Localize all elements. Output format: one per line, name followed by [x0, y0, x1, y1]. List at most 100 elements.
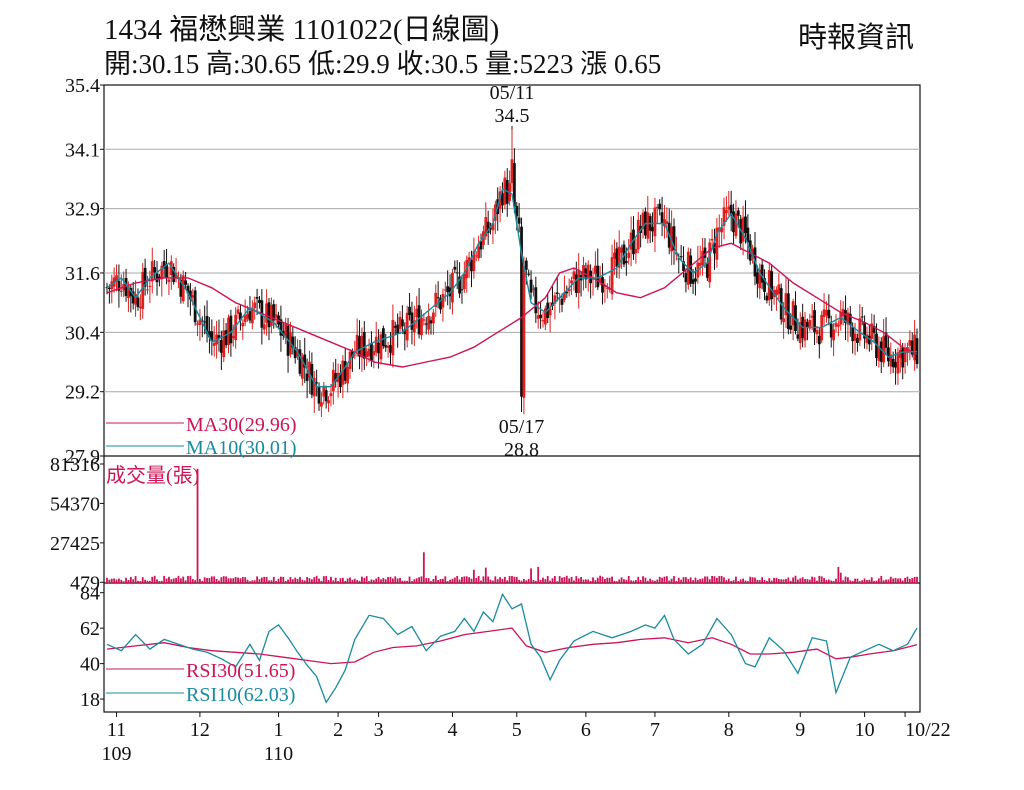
month-label: 10 [855, 719, 875, 741]
candle-body [431, 312, 435, 324]
volume-bar [327, 579, 330, 583]
volume-bar [713, 576, 716, 583]
candle-body [770, 271, 774, 300]
volume-bar [870, 577, 873, 583]
candle-body [608, 288, 612, 290]
candle-body [632, 229, 635, 255]
candle-body [217, 335, 221, 339]
volume-bar [501, 578, 504, 583]
volume-bar [623, 579, 625, 583]
volume-bar [344, 580, 347, 583]
candle-body [524, 260, 528, 270]
candle-body [320, 402, 323, 407]
volume-bar [615, 581, 618, 583]
candle-body [634, 248, 638, 254]
volume-bar [427, 578, 430, 583]
volume-bar [613, 580, 616, 583]
volume-bar [839, 572, 842, 583]
candle-body [265, 303, 269, 323]
volume-bar [189, 575, 192, 583]
candle-body [915, 338, 919, 364]
candle-body [365, 351, 369, 357]
volume-bar [889, 576, 892, 583]
candle-body [889, 354, 893, 367]
volume-bar [480, 580, 482, 583]
candle-body [165, 264, 168, 278]
volume-bar [861, 580, 864, 583]
candle-body [806, 321, 809, 328]
volume-bar [444, 576, 447, 583]
volume-bar [225, 576, 228, 583]
volume-bar [253, 580, 256, 583]
candle-body [417, 305, 421, 335]
candle-body [250, 307, 254, 324]
volume-bar [458, 579, 461, 583]
candle-body [422, 319, 426, 321]
volume-bar [258, 579, 261, 583]
candle-body [353, 354, 357, 356]
volume-bar [194, 580, 197, 583]
candle-body [836, 324, 840, 327]
candle-body [179, 279, 183, 297]
volume-bar [689, 577, 692, 583]
volume-bar [816, 580, 818, 583]
candle-body [246, 313, 249, 319]
volume-bar [682, 577, 685, 583]
candle-body [262, 324, 266, 330]
candle-body [412, 320, 416, 333]
volume-bar [432, 579, 435, 583]
candle-body [420, 317, 423, 336]
candle-body [446, 286, 450, 293]
volume-bar [630, 580, 633, 583]
volume-bar [446, 581, 449, 583]
volume-bar [654, 580, 656, 583]
candle-body [755, 272, 759, 284]
volume-bar [334, 577, 337, 583]
candle-body [846, 312, 850, 325]
volume-bar [587, 579, 590, 583]
candle-body [910, 340, 914, 355]
volume-bar [875, 580, 878, 583]
volume-bar [737, 581, 740, 583]
volume-bar [503, 576, 506, 583]
volume-bar [325, 575, 328, 583]
candle-body [243, 315, 247, 323]
candle-body [405, 312, 409, 341]
volume-bar [196, 468, 199, 583]
candle-body [527, 273, 531, 275]
candle-body [641, 212, 645, 230]
volume-bar [508, 576, 511, 583]
candle-body [136, 297, 140, 308]
volume-bar [754, 577, 756, 583]
candle-body [153, 267, 157, 273]
candle-body [567, 288, 571, 292]
candle-body [203, 321, 207, 323]
candle-body [872, 326, 876, 333]
volume-bar [310, 579, 313, 583]
volume-bar [777, 579, 780, 583]
volume-bar [422, 552, 425, 583]
month-label: 2 [333, 719, 343, 741]
volume-bar [820, 576, 823, 583]
volume-bar [122, 581, 125, 583]
candle-body [155, 273, 159, 283]
volume-bar [527, 578, 530, 583]
candle-body [844, 310, 847, 323]
volume-bar [384, 579, 387, 583]
candle-body [219, 340, 223, 353]
volume-bar [475, 577, 478, 583]
candle-body [512, 163, 516, 207]
candle-body [660, 212, 664, 224]
candle-body [453, 266, 457, 270]
candle-body [815, 330, 819, 335]
chart-title: 1434 福懋興業 1101022(日線圖) [104, 14, 500, 46]
volume-bar [499, 577, 501, 583]
candle-body [379, 334, 383, 360]
candle-body [722, 207, 726, 226]
month-label: 4 [447, 719, 457, 741]
volume-bar [263, 576, 266, 583]
volume-bar [897, 578, 899, 583]
volume-bar [199, 578, 201, 583]
candle-body [374, 336, 378, 353]
volume-bar [742, 578, 744, 583]
